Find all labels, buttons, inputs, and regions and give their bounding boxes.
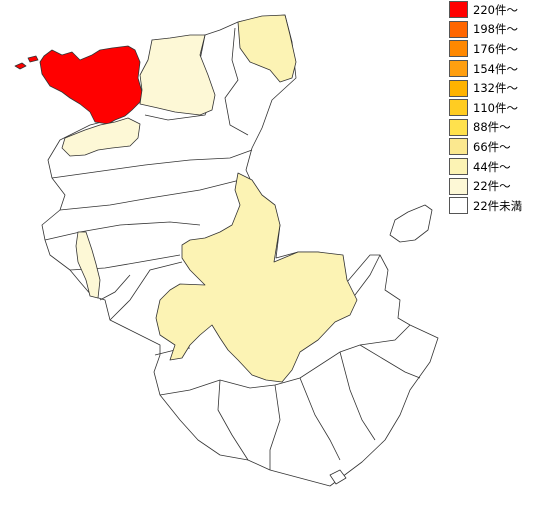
legend-swatch (449, 20, 468, 38)
legend-swatch (449, 158, 468, 176)
region-north-central (139, 34, 216, 116)
region-central-large (155, 172, 358, 383)
legend-label: 176件～ (473, 41, 518, 56)
legend-label: 132件～ (473, 81, 518, 96)
region-east-islet (389, 204, 433, 243)
legend-swatch (449, 138, 468, 156)
legend-row: 88件～ (449, 118, 549, 138)
legend-label: 198件～ (473, 22, 518, 37)
legend-swatch (449, 197, 468, 215)
map-legend: 220件～ 198件～ 176件～ 154件～ 132件～ 110件～ 88件～ 66件～ 44… (449, 0, 549, 216)
legend-swatch (449, 177, 468, 195)
legend-row: 154件～ (449, 59, 549, 79)
legend-row: 66件～ (449, 137, 549, 157)
region-northwest-peak (39, 45, 143, 125)
region-northwest-islet-2 (27, 55, 39, 63)
legend-label: 66件～ (473, 139, 511, 154)
region-south-islet (329, 469, 347, 485)
region-northeast (237, 14, 297, 83)
legend-row: 132件～ (449, 78, 549, 98)
internal-boundaries (44, 27, 421, 470)
region-west-coast-strip (61, 117, 141, 157)
legend-row: 22件～ (449, 176, 549, 196)
legend-swatch (449, 79, 468, 97)
region-west-coast-small (75, 231, 101, 299)
legend-label: 110件～ (473, 100, 518, 115)
legend-row: 198件～ (449, 20, 549, 40)
legend-swatch (449, 99, 468, 117)
legend-label: 44件～ (473, 159, 511, 174)
legend-swatch (449, 60, 468, 78)
legend-row: 176件～ (449, 39, 549, 59)
legend-row: 44件～ (449, 157, 549, 177)
legend-label: 88件～ (473, 120, 511, 135)
legend-label: 220件～ (473, 2, 518, 17)
legend-swatch (449, 118, 468, 136)
legend-label: 22件未満 (473, 198, 523, 213)
legend-row: 220件～ (449, 0, 549, 20)
legend-row: 22件未満 (449, 196, 549, 216)
legend-label: 22件～ (473, 179, 511, 194)
legend-row: 110件～ (449, 98, 549, 118)
legend-swatch (449, 40, 468, 58)
region-northwest-islet (14, 62, 27, 70)
legend-label: 154件～ (473, 61, 518, 76)
legend-swatch (449, 1, 468, 19)
